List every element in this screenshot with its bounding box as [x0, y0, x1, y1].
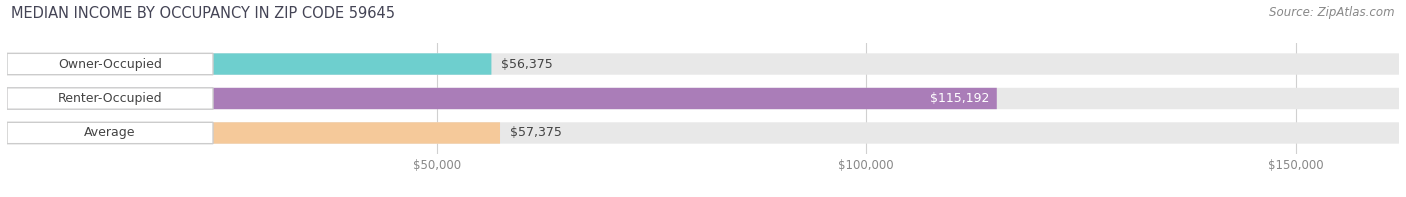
FancyBboxPatch shape [7, 122, 1399, 144]
Text: $57,375: $57,375 [510, 126, 561, 139]
Text: Source: ZipAtlas.com: Source: ZipAtlas.com [1270, 6, 1395, 19]
Text: MEDIAN INCOME BY OCCUPANCY IN ZIP CODE 59645: MEDIAN INCOME BY OCCUPANCY IN ZIP CODE 5… [11, 6, 395, 21]
FancyBboxPatch shape [7, 53, 492, 75]
FancyBboxPatch shape [7, 88, 214, 109]
Text: Renter-Occupied: Renter-Occupied [58, 92, 162, 105]
FancyBboxPatch shape [7, 53, 1399, 75]
Text: Average: Average [84, 126, 136, 139]
FancyBboxPatch shape [7, 88, 1399, 109]
FancyBboxPatch shape [7, 88, 997, 109]
Text: $56,375: $56,375 [501, 58, 553, 71]
Text: $115,192: $115,192 [931, 92, 990, 105]
FancyBboxPatch shape [7, 53, 214, 75]
Text: Owner-Occupied: Owner-Occupied [58, 58, 162, 71]
FancyBboxPatch shape [7, 122, 501, 144]
FancyBboxPatch shape [7, 122, 214, 144]
